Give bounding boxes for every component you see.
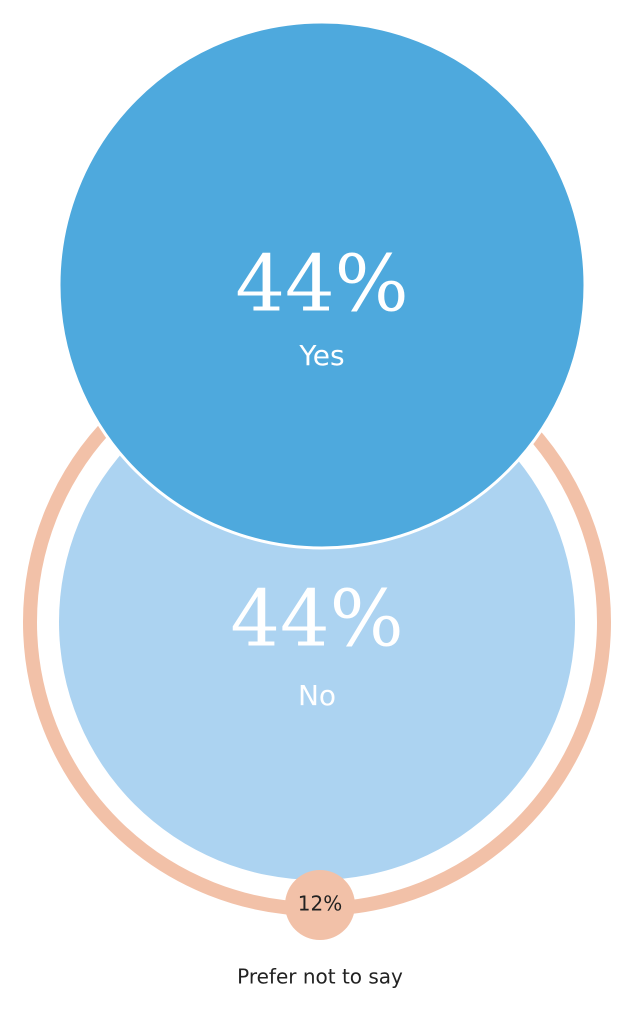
bubble <box>285 870 355 940</box>
category-label: No <box>298 679 336 712</box>
category-label: Prefer not to say <box>237 965 403 989</box>
value-label: 12% <box>298 892 342 916</box>
value-label: 44% <box>235 240 408 330</box>
value-label: 44% <box>230 575 403 665</box>
category-label: Yes <box>298 339 344 372</box>
bubble <box>57 20 587 550</box>
